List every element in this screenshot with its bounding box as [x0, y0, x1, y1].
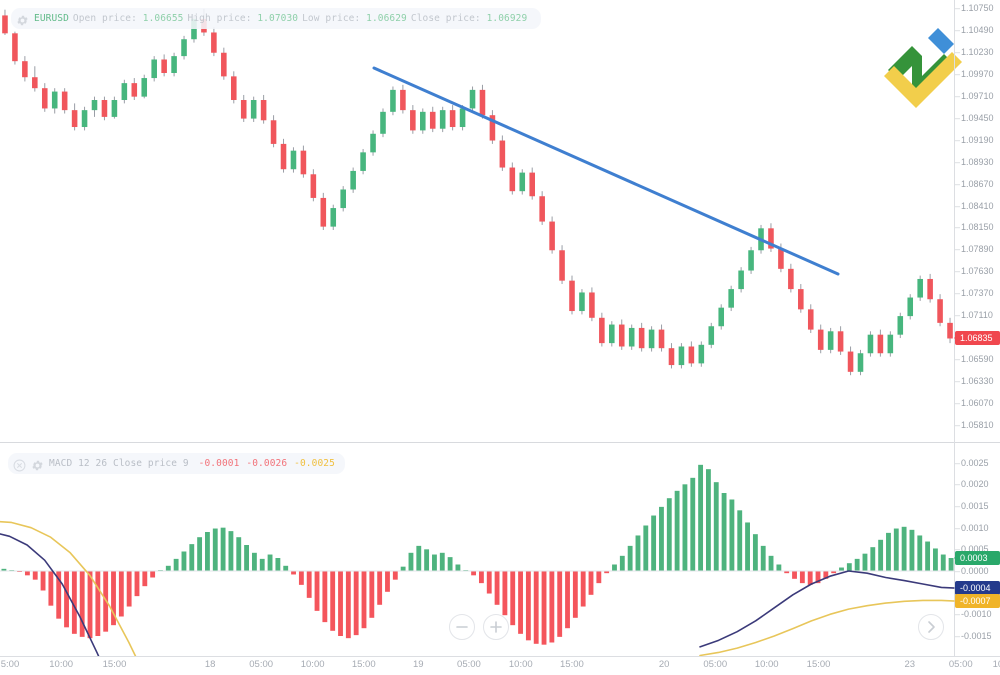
price-tick: –1.07370: [955, 288, 994, 299]
price-tick: –1.09710: [955, 90, 994, 101]
macd-legend-bar[interactable]: MACD 12 26 Close price 9 -0.0001 -0.0026 -0…: [8, 453, 345, 474]
price-tick: –1.05810: [955, 420, 994, 430]
price-axis-divider: [954, 0, 955, 657]
macd-legend-text: MACD 12 26 Close price 9 -0.0001 -0.0026 -0…: [49, 457, 335, 470]
chevron-right-icon: [928, 621, 935, 633]
macd-value-1: -0.0001: [198, 458, 240, 469]
price-legend-bar[interactable]: EURUSD Open price: 1.06655 High price: 1.0…: [11, 8, 542, 29]
price-tick: –1.10230: [955, 46, 994, 57]
time-tick: 15:00: [560, 659, 584, 670]
price-tick: –1.07630: [955, 266, 994, 277]
time-tick: 05:00: [703, 659, 728, 670]
time-tick: 05:00: [948, 659, 973, 670]
time-tick: 05:00: [457, 659, 481, 670]
price-legend-text: EURUSD Open price: 1.06655 High price: 1.0…: [34, 12, 531, 25]
scroll-to-latest-button[interactable]: [918, 614, 944, 640]
price-tick: –1.08930: [955, 156, 994, 167]
price-tick: –1.08670: [955, 178, 994, 189]
macd-value-badge: 0.0003: [954, 551, 1000, 565]
time-tick: 10: [992, 659, 1000, 670]
zoom-in-button[interactable]: [483, 614, 509, 640]
price-tick: –1.09190: [955, 134, 994, 145]
price-tick: –1.09970: [955, 68, 994, 79]
low-price-label: Low price:: [302, 13, 361, 24]
time-tick: 5:00: [0, 659, 20, 670]
time-tick: 23: [904, 659, 916, 670]
time-tick: 10:00: [49, 659, 74, 670]
time-tick: 05:00: [249, 659, 274, 670]
macd-axis[interactable]: –0.0025 –0.0020 –0.0015 –0.0010 –0.0005 –0.00…: [954, 444, 1000, 657]
current-price-badge: 1.06835: [954, 331, 1000, 346]
time-tick: 15:00: [102, 659, 127, 670]
price-tick: –1.08410: [955, 200, 994, 211]
zoom-out-button[interactable]: [449, 614, 475, 640]
time-tick: 20: [658, 659, 670, 670]
low-price-value: 1.06629: [366, 13, 407, 24]
price-tick: –1.10490: [955, 24, 994, 35]
macd-value-badge: -0.0004: [954, 581, 1000, 596]
time-tick: 10:00: [508, 659, 533, 670]
price-tick: –1.06590: [955, 354, 994, 365]
price-tick: –1.06070: [955, 398, 994, 409]
macd-tick: –0.0015: [955, 501, 989, 511]
macd-value-2: -0.0026: [246, 458, 288, 469]
macd-tick: –0.0005: [955, 544, 989, 555]
macd-value-3: -0.0025: [294, 458, 335, 469]
macd-tick: –0.0025: [955, 457, 989, 468]
macd-tick: –-0.0015: [955, 631, 992, 641]
high-price-label: High price:: [187, 13, 252, 24]
close-price-label: Close price:: [410, 13, 481, 24]
plus-icon: [490, 621, 502, 633]
macd-canvas[interactable]: [0, 444, 955, 657]
price-tick: –1.06330: [955, 376, 994, 387]
price-axis[interactable]: –1.10750 –1.10490 –1.10230 –1.09970 –1.09710…: [954, 0, 1000, 442]
price-tick: –1.10750: [955, 3, 994, 13]
macd-value-badge: -0.0007: [954, 594, 1000, 609]
macd-tick: –-0.0010: [955, 609, 992, 620]
price-tick: –1.08150: [955, 222, 994, 233]
time-tick: 19: [412, 659, 424, 670]
macd-name-label: MACD 12 26 Close price 9: [49, 458, 189, 469]
time-axis-divider: [0, 656, 1000, 657]
time-tick: 10:00: [754, 659, 779, 670]
macd-tick: –0.0020: [955, 479, 989, 490]
price-tick: –1.09450: [955, 112, 994, 123]
gear-icon[interactable]: [16, 12, 29, 26]
gear-icon[interactable]: [31, 457, 44, 471]
panel-divider: [0, 442, 1000, 443]
time-tick: 18: [204, 659, 216, 670]
macd-indicator-panel[interactable]: [0, 444, 955, 657]
price-tick: –1.07890: [955, 244, 994, 255]
price-tick: –1.07110: [955, 310, 993, 321]
open-price-value: 1.06655: [142, 13, 184, 24]
symbol-label: EURUSD: [34, 13, 69, 24]
time-axis[interactable]: 5:00 10:00 15:00 18 05:00 10:00 15:00 19 05:00 10…: [0, 657, 1000, 675]
time-tick: 15:00: [806, 659, 831, 670]
price-candlestick-canvas[interactable]: [0, 0, 955, 442]
macd-tick: –0.0000: [955, 566, 989, 576]
minus-icon: [456, 626, 468, 628]
time-tick: 10:00: [300, 659, 325, 670]
time-tick: 15:00: [351, 659, 376, 670]
close-icon[interactable]: [13, 457, 26, 472]
close-price-value: 1.06929: [486, 13, 528, 24]
high-price-value: 1.07030: [257, 13, 299, 24]
open-price-label: Open price:: [72, 13, 137, 24]
macd-tick: –0.0010: [955, 522, 989, 533]
price-chart-panel[interactable]: [0, 0, 955, 442]
